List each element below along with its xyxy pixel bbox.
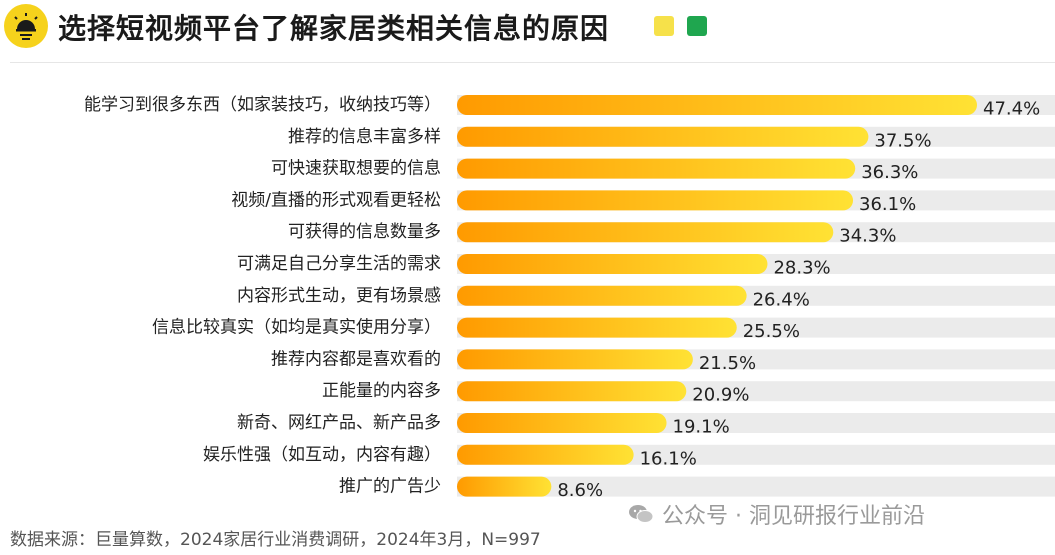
value-label: 36.3% — [861, 162, 918, 183]
bar — [457, 126, 869, 147]
watermark: 公众号 · 洞见研报行业前沿 — [628, 500, 925, 529]
category-label: 推广的广告少 — [339, 477, 441, 497]
source-note: 数据来源：巨量算数，2024家居行业消费调研，2024年3月，N=997 — [10, 530, 541, 550]
bar — [457, 413, 667, 433]
value-label: 25.5% — [743, 321, 800, 342]
accent-square-yellow — [654, 16, 674, 36]
value-label: 34.3% — [839, 226, 896, 247]
header: 选择短视频平台了解家居类相关信息的原因 — [0, 0, 1055, 50]
watermark-text: 公众号 · 洞见研报行业前沿 — [662, 504, 925, 529]
value-label: 26.4% — [753, 289, 810, 310]
lightbulb-icon — [4, 4, 48, 48]
bar-chart: 能学习到很多东西（如家装技巧，收纳技巧等） 47.4% 推荐的信息丰富多样 37.5%… — [84, 95, 1055, 501]
value-label: 21.5% — [699, 353, 756, 374]
category-label: 可满足自己分享生活的需求 — [237, 254, 441, 274]
category-label: 信息比较真实（如均是真实使用分享） — [152, 317, 441, 338]
bar — [457, 254, 768, 274]
category-label: 可快速获取想要的信息 — [271, 159, 441, 179]
bar — [457, 190, 854, 211]
bar — [457, 349, 693, 370]
category-label: 可获得的信息数量多 — [288, 222, 441, 242]
accent-square-green — [687, 16, 707, 36]
value-label: 36.1% — [859, 194, 916, 215]
bar — [457, 158, 856, 179]
bar — [457, 222, 834, 243]
bar — [457, 444, 634, 465]
bar — [457, 285, 747, 306]
divider — [10, 62, 1055, 63]
category-label: 新奇、网红产品、新产品多 — [237, 413, 441, 433]
bar — [457, 95, 977, 115]
category-label: 视频/直播的形式观看更轻松 — [231, 190, 441, 210]
value-label: 20.9% — [692, 385, 749, 406]
category-label: 能学习到很多东西（如家装技巧，收纳技巧等） — [84, 95, 441, 115]
bar — [457, 317, 737, 338]
value-label: 16.1% — [640, 448, 697, 469]
bar-track — [457, 476, 1055, 497]
bar — [457, 381, 687, 402]
category-label: 娱乐性强（如互动，内容有趣） — [203, 445, 441, 465]
value-label: 19.1% — [673, 417, 730, 438]
category-label: 正能量的内容多 — [322, 381, 441, 401]
value-label: 8.6% — [557, 480, 603, 501]
bar — [457, 476, 552, 497]
category-label: 推荐内容都是喜欢看的 — [271, 349, 441, 369]
category-label: 内容形式生动，更有场景感 — [237, 286, 441, 306]
value-label: 37.5% — [874, 130, 931, 151]
wechat-icon — [628, 504, 654, 524]
category-label: 推荐的信息丰富多样 — [288, 127, 441, 147]
value-label: 47.4% — [983, 99, 1040, 120]
value-label: 28.3% — [773, 258, 830, 279]
page-title: 选择短视频平台了解家居类相关信息的原因 — [58, 12, 610, 45]
